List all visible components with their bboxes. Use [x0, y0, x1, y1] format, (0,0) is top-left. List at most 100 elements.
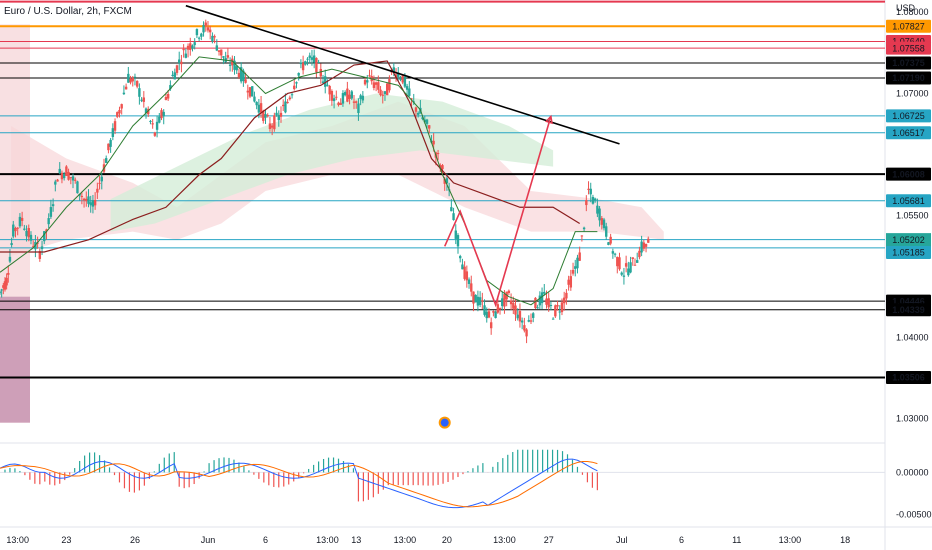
candle-body: [47, 218, 50, 225]
candle-body: [222, 56, 225, 58]
price-level-tag-bg[interactable]: [886, 56, 931, 70]
candle-body: [598, 208, 601, 221]
candle-body: [392, 67, 396, 73]
candle-body: [576, 257, 579, 269]
candle-body: [357, 103, 360, 114]
candle-body: [158, 116, 161, 123]
price-level-tag-bg[interactable]: [886, 126, 931, 140]
candle-body: [383, 91, 387, 95]
candle-body: [138, 88, 141, 97]
price-level-tag[interactable]: 1.07558: [892, 43, 925, 53]
forecast-arrow-head: [544, 114, 553, 125]
candle-body: [233, 60, 236, 70]
price-level-tag[interactable]: 1.06517: [892, 128, 925, 138]
candle-body: [235, 66, 238, 71]
candle-body: [286, 102, 289, 104]
candle-body: [554, 305, 557, 317]
candle-body: [87, 196, 90, 204]
price-level-tag-bg[interactable]: [886, 167, 931, 181]
time-axis[interactable]: 13:00 23 26 Jun 6 13:00 13 13:00 20 13:00 27 Jul 6 11…: [6, 535, 850, 545]
current-price-label[interactable]: 1.05202: [892, 235, 925, 245]
candle-body: [228, 64, 232, 66]
candle-body: [248, 87, 252, 97]
candle-body: [578, 252, 581, 261]
candle-body: [366, 80, 369, 83]
candle-body: [71, 176, 75, 181]
extra-price-tag-bg[interactable]: [886, 246, 931, 260]
candle-body: [133, 76, 137, 78]
price-level-tag[interactable]: 1.05681: [892, 196, 925, 206]
candle-body: [3, 281, 7, 290]
candle-body: [284, 101, 287, 113]
extra-price-tag[interactable]: 1.05185: [892, 248, 925, 258]
candle-body: [162, 111, 165, 117]
time-tick-label: 26: [130, 535, 140, 545]
candle-body: [91, 200, 95, 207]
candle-body: [43, 231, 46, 242]
price-level-tag-bg[interactable]: [886, 370, 931, 384]
price-level-tag[interactable]: 1.03506: [892, 373, 925, 383]
time-tick-label: 6: [263, 535, 268, 545]
candle-body: [624, 263, 628, 267]
price-level-tag[interactable]: 1.04446: [892, 296, 925, 306]
candle-body: [501, 298, 504, 307]
drawings[interactable]: [185, 4, 620, 429]
candle-body: [23, 228, 26, 230]
candle-body: [385, 83, 389, 96]
candle-body: [492, 311, 495, 313]
price-level-tag-bg[interactable]: [886, 41, 931, 55]
candle-body: [547, 298, 550, 308]
price-level-tag[interactable]: 1.04339: [892, 305, 925, 315]
price-level-tag[interactable]: 1.07827: [892, 21, 925, 31]
price-level-tag-bg[interactable]: [886, 194, 931, 208]
candle-body: [403, 76, 407, 87]
candle-body: [485, 311, 488, 319]
candle-body: [368, 75, 371, 77]
candle-body: [253, 96, 256, 102]
candle-body: [180, 61, 183, 65]
candle-body: [450, 207, 453, 212]
candle-body: [308, 55, 311, 58]
candle-body: [414, 107, 418, 112]
ichimoku-cloud: [11, 93, 664, 257]
candle-body: [277, 114, 280, 121]
candle-body: [290, 94, 294, 96]
forecast-path[interactable]: [443, 116, 552, 308]
price-level-tag-bg[interactable]: [886, 303, 931, 317]
candle-body: [67, 171, 70, 180]
candle-body: [310, 57, 314, 60]
price-level-tag[interactable]: 1.07375: [892, 58, 925, 68]
candle-body: [540, 292, 544, 304]
time-tick-label: 13:00: [779, 535, 802, 545]
candle-body: [607, 242, 610, 245]
candle-body: [324, 76, 327, 87]
candle-body: [507, 290, 511, 293]
price-level-tag-bg[interactable]: [886, 109, 931, 123]
price-level-tag-bg[interactable]: [886, 71, 931, 85]
candle-body: [359, 95, 362, 100]
candle-body: [472, 291, 475, 304]
price-level-tag-bg[interactable]: [886, 19, 931, 33]
candle-body: [319, 68, 323, 77]
candle-body: [580, 235, 584, 237]
price-levels[interactable]: [0, 0, 885, 379]
candle-body: [175, 65, 179, 73]
candle-body: [512, 302, 515, 309]
candle-body: [58, 168, 61, 174]
price-level-tag[interactable]: 1.06008: [892, 169, 925, 179]
price-tick-label: 1.07000: [896, 88, 929, 98]
price-level-tag[interactable]: 1.06725: [892, 111, 925, 121]
price-level-tag[interactable]: 1.07190: [892, 73, 925, 83]
candle-body: [428, 125, 431, 129]
time-tick-label: 13:00: [316, 535, 339, 545]
candle-body: [197, 37, 201, 39]
candle-body: [98, 182, 101, 184]
candle-body: [266, 115, 269, 117]
candle-body: [164, 97, 168, 100]
candle-body: [120, 104, 123, 109]
candle-body: [29, 234, 33, 241]
candle-body: [337, 102, 340, 106]
candle-body: [251, 86, 254, 97]
